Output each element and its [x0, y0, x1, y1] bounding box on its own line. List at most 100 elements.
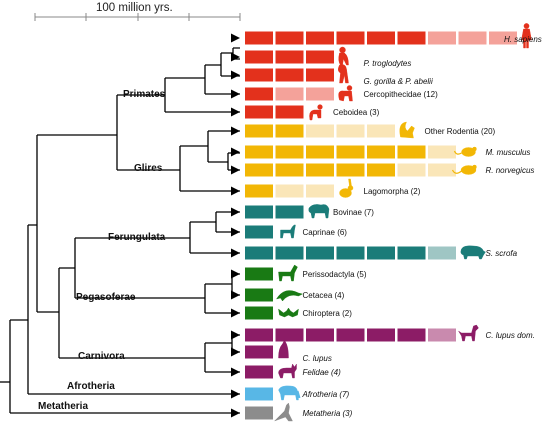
branch-tip-arrow — [231, 207, 240, 217]
taxon-row-m-musculus: M. musculus — [231, 145, 531, 159]
block-dark — [245, 50, 273, 64]
block-dark — [275, 205, 304, 219]
taxon-label: Perissodactyla (5) — [303, 270, 367, 279]
block-dark — [336, 163, 365, 177]
block-dark — [397, 145, 426, 159]
block-dark — [275, 124, 304, 138]
block-dark — [336, 246, 365, 260]
rat-icon — [451, 164, 477, 175]
block-dark — [245, 225, 273, 239]
branch-tip-arrow — [231, 347, 240, 357]
block-dark — [245, 267, 273, 281]
taxon-label: H. sapiens — [504, 35, 542, 44]
block-dark — [367, 246, 395, 260]
clade-label-ferungulata: Ferungulata — [108, 232, 166, 243]
block-dark — [275, 68, 304, 82]
taxon-label: Ceboidea (3) — [333, 108, 380, 117]
mouse-icon — [453, 146, 477, 157]
block-dark — [397, 31, 426, 45]
branch-tip-arrow — [231, 330, 240, 340]
branch-tip-arrow — [231, 269, 240, 279]
block-dark — [367, 145, 395, 159]
taxon-row-cetacea: Cetacea (4) — [231, 288, 345, 302]
branch-tip-arrow — [231, 308, 240, 318]
dolphin-icon — [276, 290, 304, 302]
clade-label-primates: Primates — [123, 89, 166, 100]
block-dark — [245, 31, 273, 45]
taxon-row-perissodactyla: Perissodactyla (5) — [231, 264, 367, 282]
pig-icon — [460, 245, 486, 260]
block-light — [489, 31, 517, 45]
taxon-label: Caprinae (6) — [303, 228, 348, 237]
taxon-row-other-rodentia: Other Rodentia (20) — [231, 121, 496, 139]
wolf-icon — [278, 339, 289, 359]
block-dark — [306, 145, 334, 159]
block-light — [428, 31, 456, 45]
block-dark — [245, 163, 273, 177]
clade-label-pegasoferae: Pegasoferae — [76, 292, 136, 303]
taxon-row-ceboidea: Ceboidea (3) — [231, 104, 380, 121]
taxon-row-c-lupus: C. lupus — [231, 339, 332, 363]
block-light — [275, 184, 304, 198]
block-light — [428, 246, 456, 260]
taxon-label: P. troglodytes — [364, 59, 412, 68]
clade-label-metatheria: Metatheria — [38, 401, 88, 412]
block-dark — [275, 145, 304, 159]
elephant-icon — [278, 385, 301, 401]
block-dark — [306, 328, 334, 342]
bat-icon — [278, 307, 299, 318]
block-dark — [245, 328, 273, 342]
taxon-rows: H. sapiens P. troglodytes G. gorilla & P. … — [231, 23, 542, 422]
taxon-label: Afrotheria (7) — [302, 390, 350, 399]
taxon-label: Cetacea (4) — [303, 291, 345, 300]
taxon-label: Felidae (4) — [303, 368, 342, 377]
taxon-label: C. lupus — [303, 354, 332, 363]
block-light — [367, 124, 395, 138]
taxon-label: G. gorilla & P. abelii — [364, 77, 433, 86]
taxon-row-chiroptera: Chiroptera (2) — [231, 306, 353, 320]
block-dark — [306, 68, 334, 82]
taxon-row-metatheria-3: Metatheria (3) — [231, 402, 353, 422]
clade-label-glires: Glires — [134, 163, 163, 174]
block-dark — [245, 124, 273, 138]
branch-tip-arrow — [231, 248, 240, 258]
clade-label-carnivora: Carnivora — [78, 351, 125, 362]
block-dark — [306, 246, 334, 260]
goat-icon — [280, 224, 296, 239]
block-dark — [275, 328, 304, 342]
block-dark — [245, 87, 273, 101]
block-dark — [306, 163, 334, 177]
branch-tip-arrow — [231, 70, 240, 80]
branch-tip-arrow — [231, 52, 240, 62]
chimpanzee-icon — [338, 46, 349, 66]
branch-tip-arrow — [231, 389, 240, 399]
taxon-label: M. musculus — [486, 148, 531, 157]
scale-bar-label: 100 million yrs. — [96, 2, 173, 14]
squirrel-icon — [399, 121, 415, 139]
block-light — [306, 184, 334, 198]
block-light — [458, 31, 487, 45]
taxon-row-s-scrofa: S. scrofa — [231, 245, 518, 260]
block-dark — [336, 328, 365, 342]
branch-tip-arrow — [231, 408, 240, 418]
bison-icon — [308, 204, 330, 219]
block-dark — [397, 328, 426, 342]
taxon-row-r-norvegicus: R. norvegicus — [231, 163, 534, 177]
block-dark — [245, 306, 273, 320]
block-dark — [245, 345, 273, 359]
taxon-row-cercopithecidae: Cercopithecidae (12) — [231, 85, 438, 102]
block-dark — [245, 246, 273, 260]
block-light — [306, 124, 334, 138]
branch-tip-arrow — [231, 89, 240, 99]
branch-tip-arrow — [231, 107, 240, 117]
block-dark — [275, 163, 304, 177]
block-dark — [245, 288, 273, 302]
block-dark — [336, 31, 365, 45]
block-light — [428, 145, 456, 159]
taxon-label: Other Rodentia (20) — [425, 127, 496, 136]
block-dark — [306, 31, 334, 45]
taxon-label: Chiroptera (2) — [303, 309, 353, 318]
taxon-row-felidae: Felidae (4) — [231, 363, 342, 379]
branch-tip-arrow — [231, 147, 240, 157]
